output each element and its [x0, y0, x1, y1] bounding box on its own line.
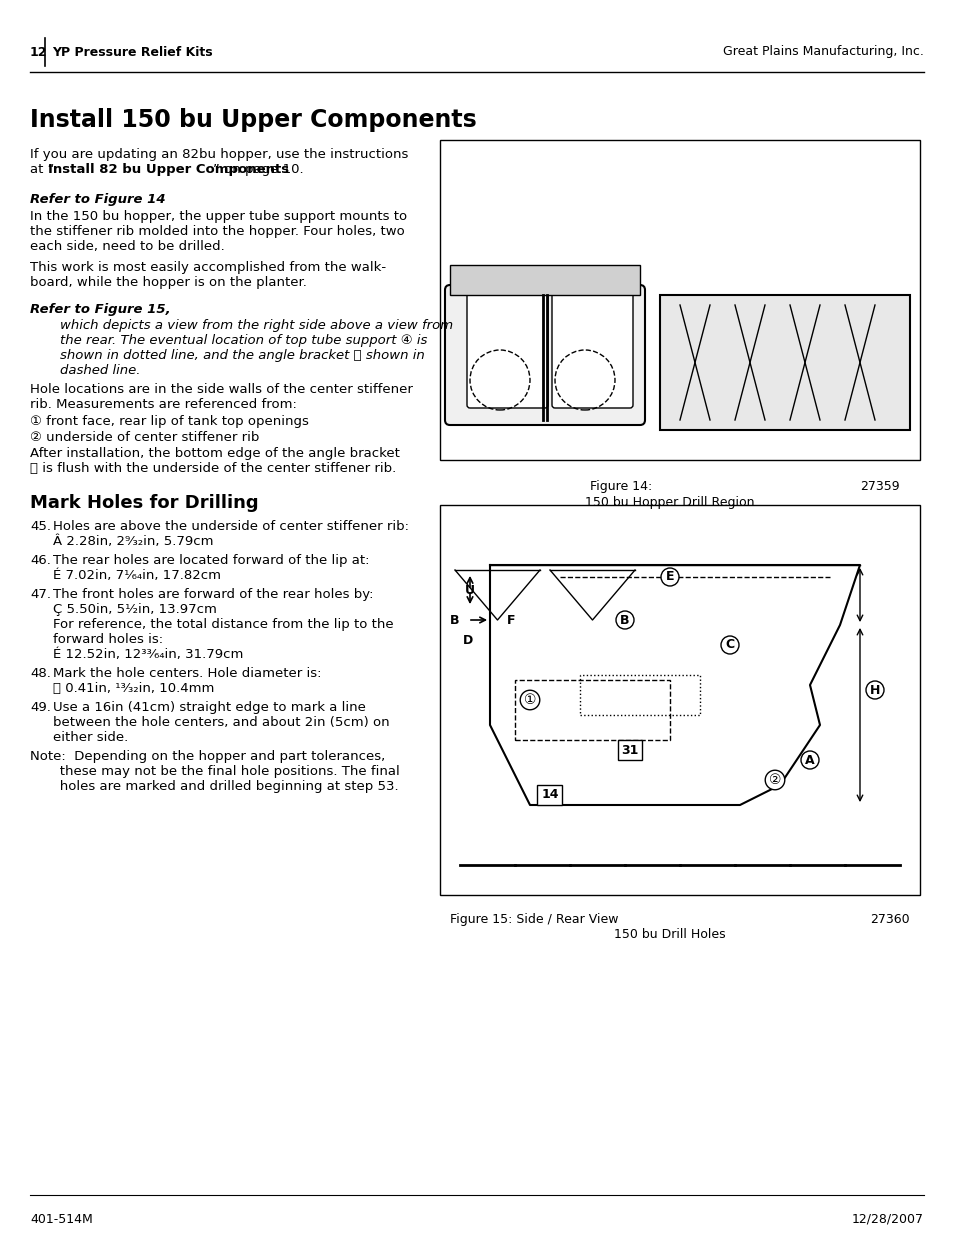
Text: YP Pressure Relief Kits: YP Pressure Relief Kits	[52, 46, 213, 58]
Text: F: F	[506, 614, 515, 626]
Bar	[579, 676, 700, 715]
Text: 401-514M: 401-514M	[30, 1213, 92, 1226]
Text: shown in dotted line, and the angle bracket ⑮ shown in: shown in dotted line, and the angle brac…	[60, 350, 424, 362]
Text: 12: 12	[30, 46, 48, 58]
Text: the stiffener rib molded into the hopper. Four holes, two: the stiffener rib molded into the hopper…	[30, 225, 404, 238]
Text: Holes are above the underside of center stiffener rib:: Holes are above the underside of center …	[53, 520, 409, 534]
Text: 12/28/2007: 12/28/2007	[851, 1213, 923, 1226]
Text: The front holes are forward of the rear holes by:: The front holes are forward of the rear …	[53, 588, 374, 601]
Text: forward holes is:: forward holes is:	[53, 634, 163, 646]
Text: Install 82 bu Upper Components: Install 82 bu Upper Components	[48, 163, 289, 177]
Text: holes are marked and drilled beginning at step 53.: holes are marked and drilled beginning a…	[30, 781, 398, 793]
Text: ② underside of center stiffener rib: ② underside of center stiffener rib	[30, 431, 259, 445]
Text: D: D	[462, 634, 473, 646]
Text: Refer to Figure 14: Refer to Figure 14	[30, 193, 166, 206]
Text: at “: at “	[30, 163, 54, 177]
Text: 27360: 27360	[869, 913, 909, 926]
Text: between the hole centers, and about 2in (5cm) on: between the hole centers, and about 2in …	[53, 716, 389, 729]
Text: For reference, the total distance from the lip to the: For reference, the total distance from t…	[53, 618, 394, 631]
Text: 27359: 27359	[860, 480, 899, 493]
Text: B: B	[619, 614, 629, 626]
Text: either side.: either side.	[53, 731, 128, 743]
Text: Great Plains Manufacturing, Inc.: Great Plains Manufacturing, Inc.	[722, 46, 923, 58]
Text: ⑮ is flush with the underside of the center stiffener rib.: ⑮ is flush with the underside of the cen…	[30, 462, 395, 475]
Text: which depicts a view from the right side above a view from: which depicts a view from the right side…	[60, 319, 453, 332]
Text: ①: ①	[523, 693, 536, 706]
Text: Ç 5.50in, 5¹⁄₂in, 13.97cm: Ç 5.50in, 5¹⁄₂in, 13.97cm	[53, 603, 216, 616]
Text: ⓗ 0.41in, ¹³⁄₃₂in, 10.4mm: ⓗ 0.41in, ¹³⁄₃₂in, 10.4mm	[53, 682, 214, 695]
Text: Mark the hole centers. Hole diameter is:: Mark the hole centers. Hole diameter is:	[53, 667, 321, 680]
Text: each side, need to be drilled.: each side, need to be drilled.	[30, 240, 225, 253]
Text: 31: 31	[620, 743, 638, 757]
FancyBboxPatch shape	[450, 266, 639, 295]
Text: 45.: 45.	[30, 520, 51, 534]
Text: 46.: 46.	[30, 555, 51, 567]
Text: A: A	[804, 753, 814, 767]
Text: É 12.52in, 12³³⁄₆₄in, 31.79cm: É 12.52in, 12³³⁄₆₄in, 31.79cm	[53, 648, 243, 661]
FancyBboxPatch shape	[444, 285, 644, 425]
FancyBboxPatch shape	[439, 140, 919, 459]
Text: This work is most easily accomplished from the walk-: This work is most easily accomplished fr…	[30, 261, 386, 274]
Text: ” on page 10.: ” on page 10.	[213, 163, 303, 177]
Text: Hole locations are in the side walls of the center stiffener: Hole locations are in the side walls of …	[30, 383, 413, 396]
FancyBboxPatch shape	[467, 291, 547, 408]
Text: 48.: 48.	[30, 667, 51, 680]
Text: É 7.02in, 7¹⁄₆₄in, 17.82cm: É 7.02in, 7¹⁄₆₄in, 17.82cm	[53, 569, 221, 582]
Text: these may not be the final hole positions. The final: these may not be the final hole position…	[30, 764, 399, 778]
Text: rib. Measurements are referenced from:: rib. Measurements are referenced from:	[30, 398, 296, 411]
Text: Use a 16in (41cm) straight edge to mark a line: Use a 16in (41cm) straight edge to mark …	[53, 701, 366, 714]
Text: U: U	[464, 583, 475, 597]
Text: In the 150 bu hopper, the upper tube support mounts to: In the 150 bu hopper, the upper tube sup…	[30, 210, 407, 224]
Text: Figure 15: Side / Rear View: Figure 15: Side / Rear View	[450, 913, 618, 926]
Text: H: H	[869, 683, 880, 697]
Text: Â 2.28in, 2⁹⁄₃₂in, 5.79cm: Â 2.28in, 2⁹⁄₃₂in, 5.79cm	[53, 535, 213, 548]
Text: 47.: 47.	[30, 588, 51, 601]
Text: After installation, the bottom edge of the angle bracket: After installation, the bottom edge of t…	[30, 447, 399, 459]
Bar	[659, 295, 909, 430]
Text: 150 bu Drill Holes: 150 bu Drill Holes	[614, 927, 725, 941]
Text: dashed line.: dashed line.	[60, 364, 140, 377]
Text: The rear holes are located forward of the lip at:: The rear holes are located forward of th…	[53, 555, 369, 567]
Text: E: E	[665, 571, 674, 583]
Text: Figure 14:: Figure 14:	[589, 480, 652, 493]
Bar	[515, 680, 669, 740]
Text: If you are updating an 82bu hopper, use the instructions: If you are updating an 82bu hopper, use …	[30, 148, 408, 161]
Text: board, while the hopper is on the planter.: board, while the hopper is on the plante…	[30, 275, 307, 289]
Text: Note:  Depending on the hopper and part tolerances,: Note: Depending on the hopper and part t…	[30, 750, 385, 763]
Text: ②: ②	[768, 773, 781, 787]
Text: 14: 14	[540, 788, 558, 802]
Text: B: B	[450, 614, 459, 626]
Text: Refer to Figure 15,: Refer to Figure 15,	[30, 303, 171, 316]
Text: 150 bu Hopper Drill Region: 150 bu Hopper Drill Region	[584, 496, 754, 509]
Text: 49.: 49.	[30, 701, 51, 714]
Text: Mark Holes for Drilling: Mark Holes for Drilling	[30, 494, 258, 513]
Text: C: C	[724, 638, 734, 652]
Text: Install 150 bu Upper Components: Install 150 bu Upper Components	[30, 107, 476, 132]
Bar	[439, 505, 919, 895]
Text: ① front face, rear lip of tank top openings: ① front face, rear lip of tank top openi…	[30, 415, 309, 429]
Text: the rear. The eventual location of top tube support ④ is: the rear. The eventual location of top t…	[60, 333, 427, 347]
FancyBboxPatch shape	[552, 291, 633, 408]
